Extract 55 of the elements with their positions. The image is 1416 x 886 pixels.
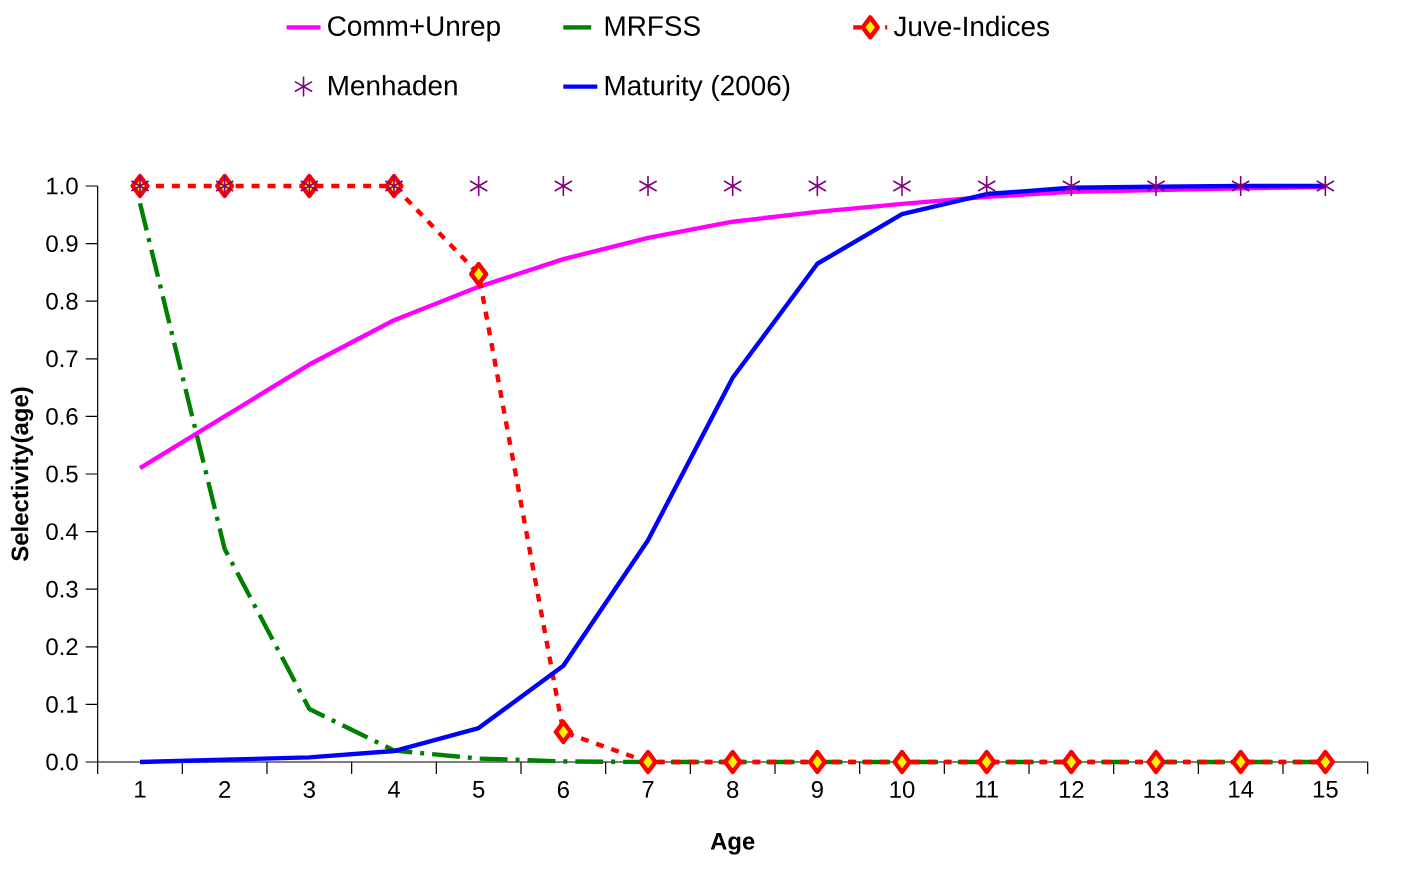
legend-label: Comm+Unrep bbox=[328, 16, 500, 42]
y-tick-label: 0.1 bbox=[46, 695, 78, 713]
x-tick-label: 9 bbox=[811, 781, 823, 798]
point bbox=[807, 175, 827, 197]
point bbox=[1146, 175, 1166, 197]
point bbox=[892, 175, 912, 197]
x-tick-label: 6 bbox=[557, 781, 569, 798]
x-tick-label: 10 bbox=[890, 781, 915, 798]
x-tick-label: 4 bbox=[387, 781, 400, 798]
x-tick-label: 3 bbox=[303, 781, 315, 798]
point bbox=[1146, 749, 1166, 775]
x-tick-label: 11 bbox=[976, 781, 998, 798]
y-tick-label: 0.2 bbox=[46, 638, 78, 656]
point bbox=[1061, 175, 1081, 197]
point bbox=[723, 175, 743, 197]
point bbox=[1315, 175, 1335, 197]
point bbox=[1315, 749, 1336, 775]
point bbox=[638, 175, 658, 197]
x-tick-label: 7 bbox=[642, 781, 654, 798]
x-tick-label: 12 bbox=[1059, 781, 1084, 798]
y-tick-label: 0.0 bbox=[46, 753, 78, 771]
x-tick-label: 15 bbox=[1313, 781, 1338, 798]
point bbox=[977, 175, 997, 197]
x-axis-title: Age bbox=[710, 833, 755, 855]
point bbox=[892, 749, 912, 775]
point bbox=[1231, 175, 1251, 197]
y-tick-label: 0.7 bbox=[46, 350, 78, 368]
point bbox=[723, 749, 743, 775]
y-tick-label: 0.5 bbox=[46, 465, 78, 483]
point bbox=[553, 719, 573, 745]
y-tick-label: 0.4 bbox=[46, 523, 78, 541]
point bbox=[638, 749, 658, 775]
y-tick-label: 0.8 bbox=[46, 292, 78, 310]
x-tick-label: 1 bbox=[135, 781, 146, 798]
y-axis-title: Selectivity(age) bbox=[10, 387, 34, 562]
x-tick-label: 8 bbox=[727, 781, 739, 798]
y-tick-label: 0.3 bbox=[46, 580, 78, 598]
point bbox=[469, 261, 489, 287]
point bbox=[1061, 749, 1082, 775]
y-tick-label: 0.9 bbox=[46, 235, 78, 253]
legend-label: Maturity (2006) bbox=[605, 74, 790, 101]
point bbox=[1231, 749, 1251, 775]
x-tick-label: 5 bbox=[472, 781, 485, 798]
legend-label: Juve-Indices bbox=[893, 15, 1049, 37]
legend-label: MRFSS bbox=[605, 16, 700, 36]
point bbox=[553, 175, 573, 197]
x-tick-label: 2 bbox=[219, 781, 231, 798]
x-tick-label: 14 bbox=[1229, 781, 1254, 798]
y-tick-label: 1.0 bbox=[47, 177, 78, 195]
x-tick-label: 13 bbox=[1144, 781, 1169, 798]
point bbox=[807, 749, 827, 775]
point bbox=[977, 749, 997, 775]
legend-label: Menhaden bbox=[328, 74, 457, 96]
point bbox=[469, 175, 489, 197]
y-tick-label: 0.6 bbox=[46, 407, 78, 425]
